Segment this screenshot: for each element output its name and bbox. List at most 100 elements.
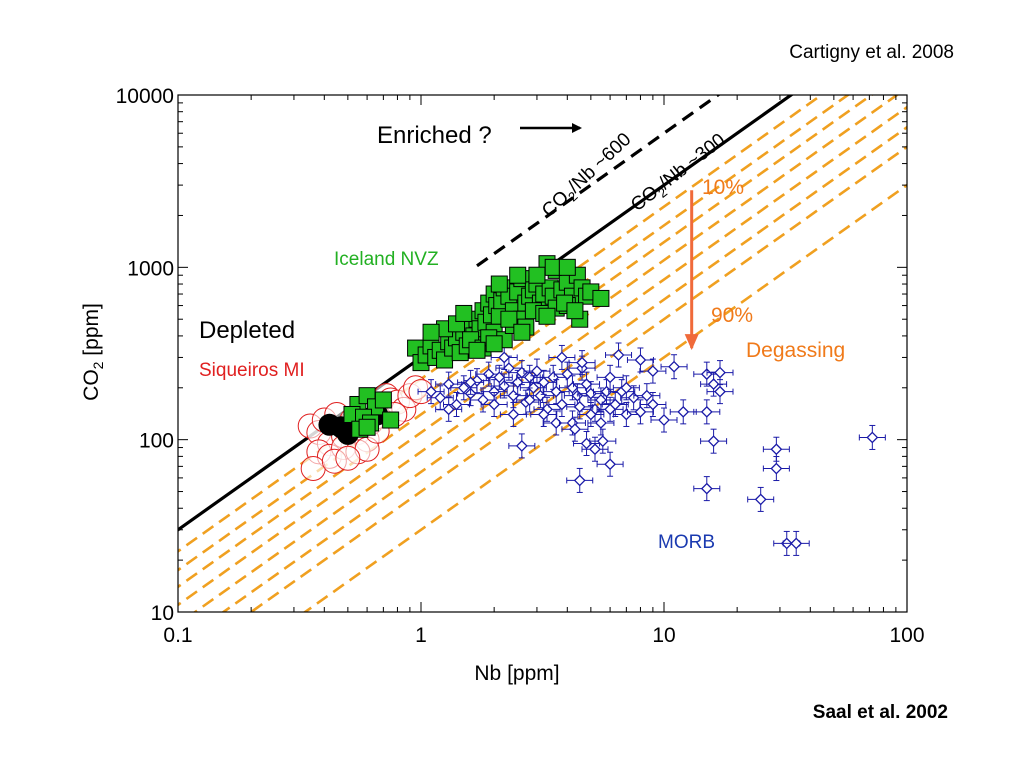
morb-point (587, 387, 615, 413)
morb-diamond (442, 403, 455, 416)
morb-diamond (714, 385, 726, 398)
morb-point (568, 350, 596, 376)
morb-diamond (707, 435, 720, 448)
morb-point (693, 399, 721, 425)
morb-diamond (493, 371, 506, 384)
iceland-point (382, 411, 400, 429)
pct90-label: 90% (711, 304, 753, 327)
morb-point (435, 396, 463, 422)
morb-diamond (668, 360, 680, 373)
morb-point (612, 375, 640, 401)
morb-point (553, 361, 581, 387)
morb-point (539, 364, 567, 390)
depleted-label: Depleted (199, 317, 295, 344)
morb-diamond (620, 381, 633, 394)
morb-diamond (604, 371, 617, 384)
morb-diamond (498, 351, 511, 364)
morb-point (605, 342, 633, 368)
iceland-point (374, 391, 392, 409)
morb-diamond (714, 366, 726, 379)
morb-diamond (442, 378, 455, 391)
morb-point (747, 486, 775, 512)
morb-point (669, 399, 697, 425)
morb-diamond (770, 462, 783, 475)
morb-point (650, 407, 678, 433)
morb-diamond (457, 381, 470, 394)
morb-diamond (594, 417, 607, 429)
iceland-point (538, 307, 556, 325)
siqueiros-label: Siqueiros MI (199, 360, 305, 381)
morb-point (700, 428, 728, 454)
iceland-label: Iceland NVZ (334, 249, 439, 270)
morb-diamond (425, 385, 437, 398)
morb-diamond (646, 398, 659, 411)
morb-point (530, 369, 558, 395)
morb-point (589, 428, 617, 454)
iceland-point (490, 275, 508, 293)
y-tick-label: 10000 (116, 85, 174, 108)
iceland-point (558, 258, 576, 276)
morb-diamond (555, 398, 568, 411)
morb-diamond (596, 435, 609, 448)
morb-diamond (677, 405, 690, 418)
morb-diamond (604, 403, 617, 416)
morb-diamond (471, 374, 483, 387)
x-tick-label: 0.1 (163, 624, 192, 647)
x-tick-label: 1 (415, 624, 427, 647)
morb-diamond (561, 368, 574, 381)
morb-diamond (488, 398, 501, 411)
morb-point (561, 416, 589, 442)
iceland-point (592, 289, 610, 307)
x-axis-label: Nb [ppm] (474, 662, 559, 685)
morb-point (566, 467, 594, 493)
morb-diamond (790, 537, 803, 550)
morb-point (639, 391, 667, 417)
morb-diamond (531, 365, 543, 378)
morb-diamond (498, 380, 511, 392)
morb-diamond (555, 351, 568, 364)
morb-point (523, 358, 551, 384)
morb-diamond (646, 365, 659, 378)
morb-diamond (537, 408, 550, 421)
morb-diamond (640, 389, 653, 402)
iceland-point (528, 266, 546, 284)
morb-point (516, 387, 544, 413)
morb-diamond (573, 400, 586, 413)
iceland-point (500, 310, 518, 328)
morb-diamond (589, 443, 601, 456)
y-tick-label: 1000 (127, 257, 174, 280)
morb-diamond (770, 443, 783, 456)
iceland-point (513, 323, 531, 341)
degassing-line (302, 183, 907, 612)
siqueiros-point (335, 445, 361, 471)
morb-point (548, 344, 576, 370)
iceland-point (358, 418, 376, 436)
morb-diamond (634, 405, 647, 418)
morb-point (548, 391, 576, 417)
morb-diamond (658, 414, 670, 426)
morb-diamond (594, 394, 607, 406)
morb-diamond (464, 376, 477, 389)
morb-point (443, 391, 471, 417)
citation-bottom: Saal et al. 2002 (812, 702, 948, 723)
morb-point (587, 410, 615, 436)
enriched-label: Enriched ? (377, 122, 492, 149)
morb-point (596, 396, 624, 422)
morb-diamond (604, 458, 617, 471)
morb-point (693, 476, 721, 502)
citation-top: Cartigny et al. 2008 (789, 42, 954, 63)
pct10-label: 10% (702, 176, 744, 199)
morb-diamond (482, 368, 495, 381)
morb-diamond (566, 381, 579, 394)
morb-point (626, 347, 654, 373)
morb-diamond (584, 408, 597, 421)
morb-point (858, 424, 886, 450)
morb-point (542, 410, 570, 436)
iceland-point (468, 341, 486, 359)
morb-point (782, 530, 810, 556)
morb-point (475, 361, 503, 387)
degassing-line (248, 145, 907, 612)
morb-point (495, 355, 523, 381)
siqueiros-point (300, 456, 326, 482)
morb-diamond (576, 356, 588, 369)
